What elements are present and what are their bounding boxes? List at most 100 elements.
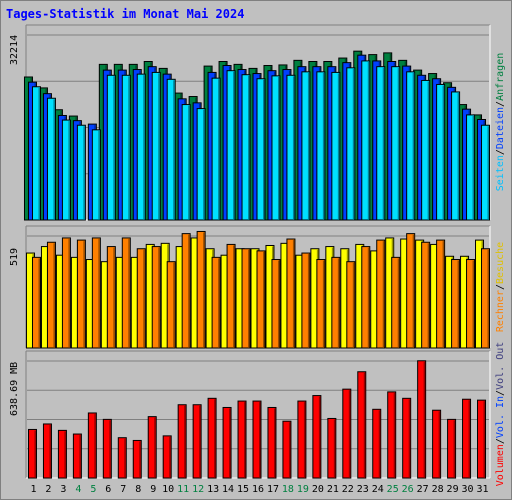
legend-entry: Vol. In <box>495 396 506 438</box>
top_panel-bar-shade <box>382 67 385 219</box>
top_panel-bar-seiten <box>241 74 251 221</box>
bottom_panel-bar-volumen <box>417 360 427 479</box>
top_panel-bar-shade <box>113 76 115 220</box>
middle_panel-bar-shade <box>233 245 235 347</box>
top_panel-bar-seiten <box>481 124 491 221</box>
bottom_panel-bar-volumen <box>27 428 37 479</box>
bottom_panel-bar-shade <box>49 424 51 477</box>
legend-separator: / <box>495 390 506 396</box>
middle_panel-bar-rechner <box>91 237 101 349</box>
x-tick-label: 23 <box>357 484 369 495</box>
middle_panel-bar-shade <box>113 247 115 347</box>
legend-entry: Seiten <box>495 155 506 191</box>
legend-entry: Volumen <box>495 444 506 486</box>
legend-entry: Vol. Out <box>495 342 506 390</box>
middle_panel-bar-rechner <box>121 237 131 349</box>
bottom_panel-bar-shade <box>214 399 216 477</box>
bottom_panel-bar-volumen <box>57 429 67 479</box>
middle_panel-bar-rechner <box>31 256 41 349</box>
bottom_panel-bar-shade <box>423 361 426 477</box>
bottom_panel-bar-volumen <box>252 400 262 479</box>
bottom_panel-bar-volumen <box>87 412 97 479</box>
top_panel-bar-shade <box>277 76 280 219</box>
x-tick-label: 7 <box>120 484 126 495</box>
top_panel-bar-shade <box>68 121 70 219</box>
middle_panel-bar-rechner <box>166 261 176 349</box>
middle_panel-bar-shade <box>307 254 310 347</box>
bottom_panel-bar-volumen <box>432 409 442 479</box>
top_panel-bar-shade <box>218 79 220 219</box>
bottom_panel-bar-shade <box>483 401 486 477</box>
top_panel-bar-seiten <box>376 66 386 221</box>
top_panel-bar-seiten <box>331 71 341 221</box>
legend-top: Seiten/Dateien/Anfragen <box>495 53 506 192</box>
top_panel-bar-shade <box>233 71 235 219</box>
middle_panel-bar-shade <box>83 241 85 347</box>
top_panel-bar-seiten <box>31 86 41 221</box>
top_panel-bar-seiten <box>196 108 206 221</box>
middle_panel-bar-rechner <box>331 256 341 349</box>
top_panel-bar-shade <box>427 81 430 219</box>
middle_panel-bar-shade <box>143 249 145 347</box>
top_panel-bar-seiten <box>61 119 71 221</box>
bottom_panel-bar-volumen <box>147 416 157 479</box>
top_panel-bar-seiten <box>181 104 191 221</box>
x-tick-label: 31 <box>476 484 488 495</box>
middle_panel-bar-rechner <box>61 237 71 349</box>
top_panel-bar-shade <box>263 79 265 220</box>
middle_panel-bar-shade <box>277 260 280 347</box>
top_panel-bar-shade <box>292 76 295 220</box>
middle_panel-bar-shade <box>128 238 130 347</box>
bottom_panel-bar-volumen <box>102 418 112 479</box>
x-tick-label: 16 <box>252 484 264 495</box>
bottom_panel-bar-volumen <box>297 400 307 479</box>
x-tick-label: 1 <box>30 484 36 495</box>
top_panel-bar-shade <box>158 73 160 219</box>
middle_panel-bar-rechner <box>376 239 386 349</box>
top_panel-bar-seiten <box>271 75 281 221</box>
middle_panel-bar-shade <box>382 241 385 347</box>
bottom_panel-bar-volumen <box>402 397 412 479</box>
middle_panel-bar-shade <box>158 247 160 347</box>
top_panel-bar-seiten <box>451 91 461 221</box>
middle_panel-bar-rechner <box>226 243 236 349</box>
x-tick-label: 22 <box>342 484 354 495</box>
middle_panel-bar-shade <box>322 260 325 347</box>
middle_panel-bar-shade <box>98 238 100 347</box>
top_panel-bar-seiten <box>256 78 266 221</box>
x-tick-label: 19 <box>297 484 309 495</box>
top_panel-bar-seiten <box>136 73 146 221</box>
top_panel-bar-seiten <box>421 79 431 221</box>
top_panel-bar-seiten <box>91 129 101 221</box>
x-tick-label: 4 <box>75 484 81 495</box>
top_panel-bar-seiten <box>151 71 161 221</box>
top_panel-bar-shade <box>173 80 175 220</box>
bottom_panel-bar-shade <box>393 392 396 477</box>
top_panel-bar-shade <box>487 126 490 219</box>
middle_panel-bar-rechner <box>256 250 266 349</box>
middle_panel-bar-shade <box>427 243 430 347</box>
bottom_panel-bar-volumen <box>447 418 457 479</box>
top_panel-bar-seiten <box>286 74 296 221</box>
bottom_panel-bar-volumen <box>387 391 397 479</box>
bottom_panel-bar-volumen <box>357 371 367 479</box>
bottom_panel-bar-volumen <box>192 404 202 479</box>
top_panel-bar-shade <box>337 73 340 219</box>
middle_panel-bar-rechner <box>241 248 251 349</box>
legend-entry: Rechner <box>495 290 506 332</box>
middle_panel-bar-rechner <box>481 248 491 349</box>
x-tick-label: 27 <box>417 484 429 495</box>
top_panel-bar-seiten <box>406 71 416 221</box>
middle_panel-bar-rechner <box>286 238 296 349</box>
top_panel-ymax-label: 32214 <box>9 35 20 65</box>
legend-entry: Anfragen <box>495 53 506 101</box>
middle_panel-bar-rechner <box>436 239 446 349</box>
x-tick-label: 24 <box>372 484 384 495</box>
x-tick-label: 15 <box>237 484 249 495</box>
middle_panel-ymax-label: 519 <box>9 248 20 266</box>
bottom_panel-ymax-label: 638.69 MB <box>9 362 20 416</box>
top_panel-bar-seiten <box>436 83 446 221</box>
middle_panel-bar-rechner <box>151 246 161 349</box>
x-tick-label: 25 <box>387 484 399 495</box>
